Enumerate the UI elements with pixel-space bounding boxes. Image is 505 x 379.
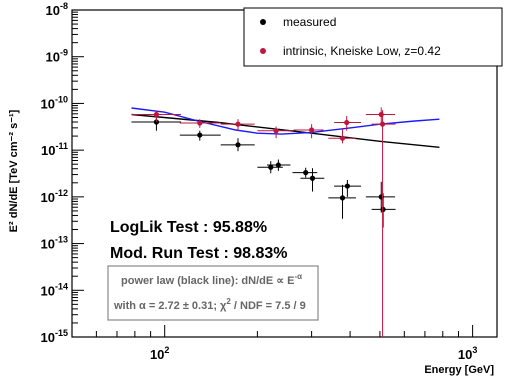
fit-info-line2: with α = 2.72 ± 0.31; χ2 / NDF = 7.5 / 9 [113, 297, 306, 312]
data-point-intrinsic [328, 128, 356, 144]
data-point-intrinsic [371, 110, 396, 337]
point-marker [344, 119, 350, 126]
point-marker [273, 128, 279, 134]
point-marker [309, 127, 315, 133]
data-points [131, 107, 396, 337]
modrun-annotation: Mod. Run Test : 98.83% [110, 245, 288, 262]
data-point-measured [328, 184, 356, 219]
legend-marker-intrinsic [260, 48, 266, 54]
point-marker [235, 142, 241, 148]
point-marker [379, 121, 386, 127]
point-marker [153, 111, 160, 118]
point-marker [378, 111, 384, 118]
data-point-intrinsic [334, 115, 361, 131]
point-marker [235, 121, 241, 127]
y-tick-label: 10-13 [41, 235, 68, 252]
point-marker [303, 170, 309, 176]
data-point-measured [371, 193, 396, 228]
data-point-measured [292, 167, 318, 178]
legend-label-intrinsic: intrinsic, Kneiske Low, z=0.42 [283, 44, 441, 58]
x-axis-title: Energy [GeV] [424, 364, 494, 376]
y-tick-label: 10-8 [46, 1, 68, 18]
data-point-intrinsic [293, 124, 324, 139]
loglik-annotation: LogLik Test : 95.88% [110, 219, 267, 236]
data-point-measured [220, 138, 255, 152]
point-marker [268, 164, 274, 170]
x-tick-label: 102 [150, 345, 169, 362]
y-axis-title: E² dN/dE [TeV cm⁻² s⁻¹] [8, 109, 20, 232]
point-marker [339, 195, 346, 201]
point-marker [339, 135, 346, 141]
data-point-measured [179, 130, 221, 141]
data-point-intrinsic [220, 119, 255, 131]
data-point-intrinsic [131, 110, 182, 123]
fit-info-border [107, 265, 319, 321]
data-point-intrinsic [257, 126, 292, 139]
x-tick-label: 103 [458, 345, 477, 362]
data-point-intrinsic [179, 119, 221, 128]
legend-label-measured: measured [283, 15, 336, 29]
legend-marker-measured [260, 19, 266, 25]
legend: measured intrinsic, Kneiske Low, z=0.42 [243, 7, 503, 67]
y-tick-label: 10-9 [46, 48, 68, 65]
point-marker [197, 132, 203, 138]
y-tick-label: 10-12 [41, 188, 68, 205]
data-point-measured [267, 159, 291, 171]
fit-info-line1: power law (black line): dN/dE ∝ E-α [121, 272, 302, 287]
point-marker [275, 162, 281, 168]
y-tick-label: 10-14 [41, 281, 68, 298]
point-marker [309, 175, 316, 181]
fit-info-box: power law (black line): dN/dE ∝ E-α with… [107, 265, 319, 321]
data-point-measured [300, 168, 325, 192]
axis-ticks: 10-8 10-9 10-10 10-11 10-12 10-13 10-14 10-15 10… [41, 1, 478, 362]
legend-box [243, 7, 503, 67]
y-tick-label: 10-15 [41, 328, 68, 345]
y-tick-label: 10-11 [41, 141, 68, 158]
data-point-measured [334, 179, 361, 197]
y-tick-label: 10-10 [41, 94, 68, 111]
blue-curve-line [131, 107, 440, 135]
point-marker [380, 206, 386, 212]
point-marker [344, 183, 350, 189]
point-marker [197, 120, 203, 126]
